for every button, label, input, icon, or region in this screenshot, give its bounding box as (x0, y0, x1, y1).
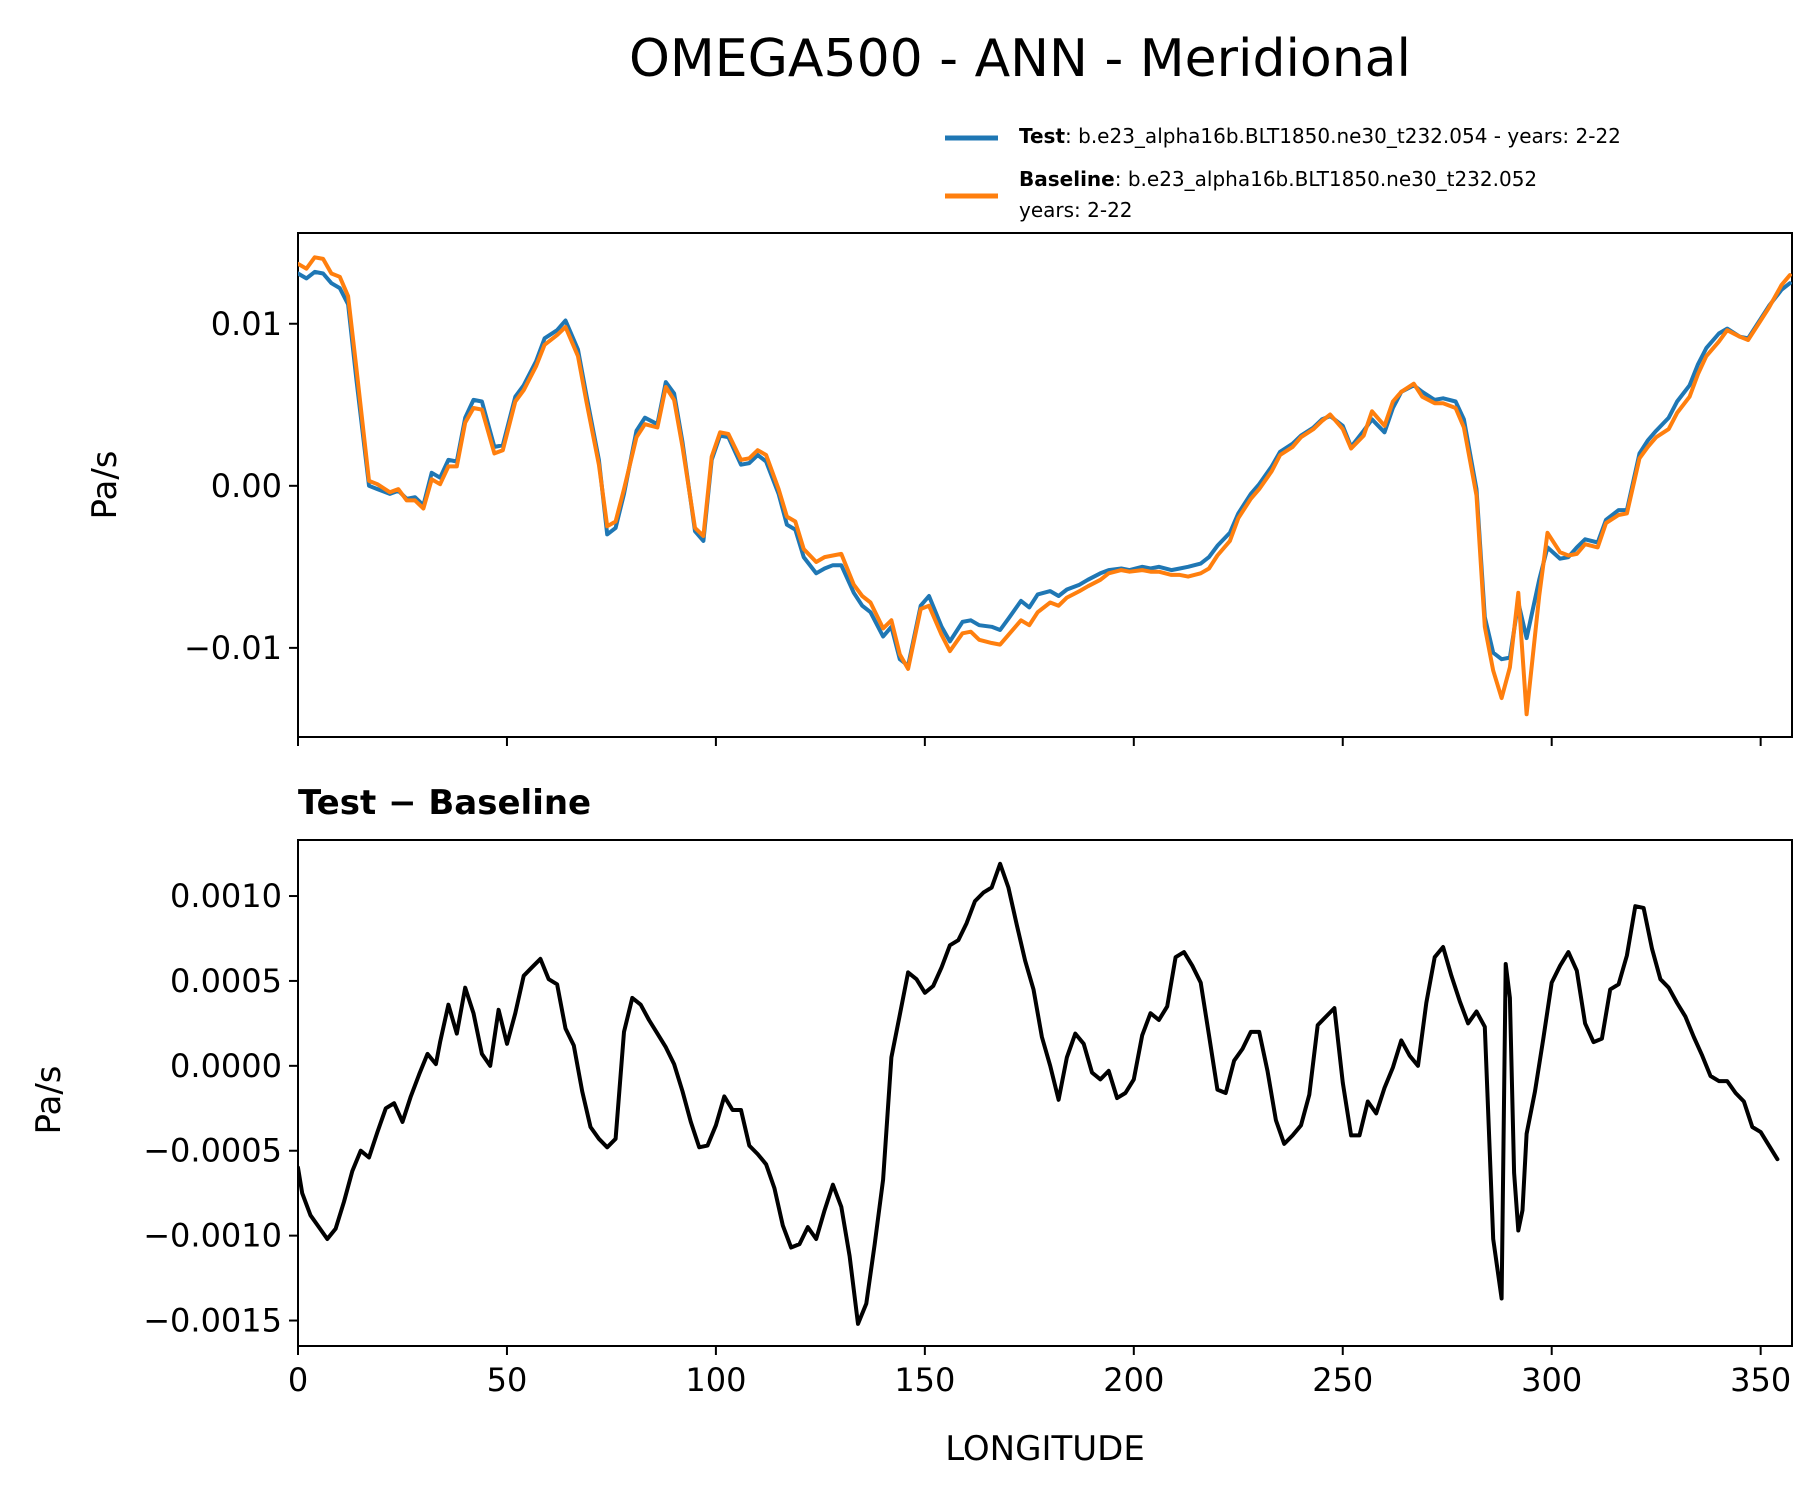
bottom-series-group (298, 861, 1780, 1326)
legend-test-text: b.e23_alpha16b.BLT1850.ne30_t232.054 - y… (1078, 124, 1621, 148)
bottom-ytick-label: −0.0010 (143, 1217, 282, 1255)
top-ytick-label: 0.01 (211, 305, 282, 343)
xtick-label: 50 (487, 1361, 528, 1399)
top-series-line-test (298, 269, 1792, 668)
xtick-label: 350 (1730, 1361, 1791, 1399)
bottom-series-line-test-baseline (298, 861, 1780, 1326)
legend-test-label: Test: b.e23_alpha16b.BLT1850.ne30_t232.0… (1019, 124, 1621, 148)
bottom-ytick-label: 0.0000 (170, 1047, 282, 1085)
bottom-ytick-label: 0.0005 (170, 962, 282, 1000)
legend-test-name: Test (1019, 124, 1065, 148)
xtick-label: 0 (288, 1361, 308, 1399)
bottom-ytick-label: −0.0005 (143, 1132, 282, 1170)
bottom-x-axis: 0 50 100 150 200 250 300 350 (288, 1346, 1791, 1399)
bottom-ytick-label: 0.0010 (170, 877, 282, 915)
chart-title: OMEGA500 - ANN - Meridional (629, 29, 1411, 89)
top-ytick-label: −0.01 (184, 629, 282, 667)
legend-baseline-years: years: 2-22 (1019, 198, 1133, 222)
xtick-label: 150 (894, 1361, 955, 1399)
x-axis-label: LONGITUDE (945, 1429, 1145, 1469)
bottom-y-axis-label: Pa/s (29, 1066, 69, 1135)
top-series-line-baseline (298, 255, 1792, 717)
legend: Test: b.e23_alpha16b.BLT1850.ne30_t232.0… (945, 124, 1621, 222)
xtick-label: 100 (685, 1361, 746, 1399)
bottom-panel: Test − Baseline 0.0010 0.0005 0.0000 −0.000… (29, 783, 1793, 1469)
legend-baseline-separator: : (1115, 167, 1128, 191)
xtick-label: 300 (1521, 1361, 1582, 1399)
xtick-label: 250 (1312, 1361, 1373, 1399)
top-y-axis: 0.01 0.00 −0.01 (184, 305, 298, 667)
bottom-ytick-label: −0.0015 (143, 1302, 282, 1340)
bottom-panel-title: Test − Baseline (298, 783, 591, 823)
bottom-y-axis: 0.0010 0.0005 0.0000 −0.0005 −0.0010 −0.0015 (143, 877, 298, 1340)
top-x-axis (297, 737, 1762, 746)
legend-test-separator: : (1065, 124, 1078, 148)
top-ytick-label: 0.00 (211, 467, 282, 505)
bottom-plot-area (297, 839, 1793, 1347)
top-series-group (298, 255, 1792, 717)
top-y-axis-label: Pa/s (85, 451, 125, 520)
legend-baseline-label: Baseline: b.e23_alpha16b.BLT1850.ne30_t2… (1019, 167, 1537, 191)
legend-baseline-text: b.e23_alpha16b.BLT1850.ne30_t232.052 (1128, 167, 1537, 191)
top-panel: 0.01 0.00 −0.01 Pa/s (85, 232, 1793, 746)
legend-baseline-name: Baseline (1019, 167, 1115, 191)
xtick-label: 200 (1103, 1361, 1164, 1399)
